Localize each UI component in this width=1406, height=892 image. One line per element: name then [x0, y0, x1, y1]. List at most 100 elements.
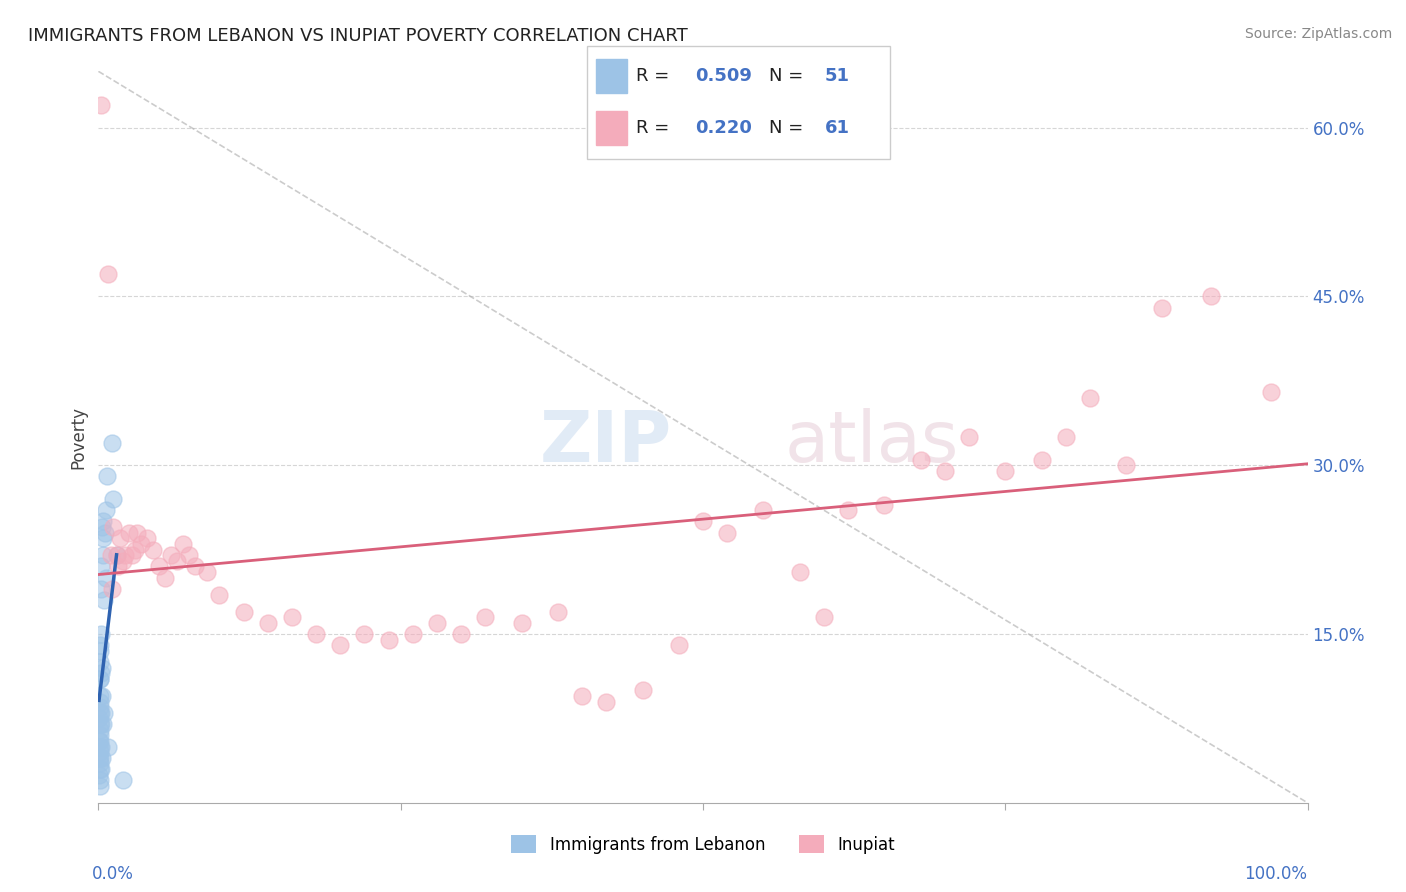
Point — [129, 537, 152, 551]
Point — [97, 739, 120, 754]
Point — [426, 615, 449, 630]
Point — [813, 610, 835, 624]
Point — [90, 762, 112, 776]
Point — [111, 773, 134, 788]
Text: R =: R = — [636, 67, 675, 85]
Point — [89, 739, 111, 754]
FancyBboxPatch shape — [586, 45, 890, 160]
Point — [402, 627, 425, 641]
Point — [114, 548, 136, 562]
Text: atlas: atlas — [785, 409, 959, 477]
Point — [571, 689, 593, 703]
Text: R =: R = — [636, 120, 675, 137]
Point — [994, 464, 1017, 478]
Point — [89, 756, 111, 771]
Point — [121, 548, 143, 562]
Point — [1078, 391, 1101, 405]
Point — [96, 571, 118, 585]
Point — [595, 694, 617, 708]
Point — [89, 717, 111, 731]
Point — [474, 610, 496, 624]
Point — [305, 627, 328, 641]
Point — [89, 751, 111, 765]
Point — [89, 779, 111, 793]
Point — [111, 554, 134, 568]
Point — [90, 717, 112, 731]
Point — [89, 711, 111, 725]
Point — [90, 582, 112, 596]
Point — [93, 515, 115, 529]
Point — [107, 559, 129, 574]
Point — [89, 655, 111, 669]
Point — [510, 615, 533, 630]
Point — [160, 548, 183, 562]
Point — [547, 605, 569, 619]
Point — [89, 638, 111, 652]
Point — [105, 548, 128, 562]
Point — [89, 672, 111, 686]
Point — [135, 532, 157, 546]
Point — [1031, 452, 1053, 467]
Point — [789, 565, 811, 579]
Bar — [596, 59, 627, 94]
Text: 0.220: 0.220 — [695, 120, 752, 137]
Point — [668, 638, 690, 652]
Point — [208, 588, 231, 602]
Point — [90, 627, 112, 641]
Point — [89, 694, 111, 708]
Point — [89, 751, 111, 765]
Point — [910, 452, 932, 467]
Point — [118, 525, 141, 540]
Point — [1115, 458, 1137, 473]
Text: 0.509: 0.509 — [695, 67, 752, 85]
Point — [91, 661, 114, 675]
Point — [101, 491, 124, 506]
Point — [89, 745, 111, 759]
Point — [89, 734, 111, 748]
Point — [89, 734, 111, 748]
Point — [89, 728, 111, 742]
Point — [256, 615, 278, 630]
Point — [89, 700, 111, 714]
Point — [89, 723, 111, 737]
Y-axis label: Poverty: Poverty — [69, 406, 87, 468]
Point — [89, 762, 111, 776]
Point — [90, 689, 112, 703]
Point — [281, 610, 304, 624]
Text: Source: ZipAtlas.com: Source: ZipAtlas.com — [1244, 27, 1392, 41]
Point — [353, 627, 375, 641]
Point — [91, 520, 114, 534]
Point — [716, 525, 738, 540]
Point — [89, 644, 111, 658]
Point — [1260, 385, 1282, 400]
Point — [873, 498, 896, 512]
Point — [127, 525, 149, 540]
Point — [195, 565, 218, 579]
Point — [450, 627, 472, 641]
Point — [91, 532, 114, 546]
Point — [692, 515, 714, 529]
Point — [89, 706, 111, 720]
Point — [184, 559, 207, 574]
Point — [90, 739, 112, 754]
Point — [91, 548, 114, 562]
Point — [90, 98, 112, 112]
Text: 0.0%: 0.0% — [93, 864, 134, 883]
Point — [101, 520, 124, 534]
Point — [96, 469, 118, 483]
Point — [1054, 430, 1077, 444]
Point — [957, 430, 980, 444]
Text: 100.0%: 100.0% — [1244, 864, 1308, 883]
Point — [142, 542, 165, 557]
Bar — [596, 111, 627, 145]
Text: ZIP: ZIP — [540, 409, 672, 477]
Point — [90, 559, 112, 574]
Point — [631, 683, 654, 698]
Point — [93, 593, 115, 607]
Point — [108, 532, 131, 546]
Point — [89, 689, 111, 703]
Point — [232, 605, 254, 619]
Point — [329, 638, 352, 652]
Point — [1199, 289, 1222, 303]
Point — [148, 559, 170, 574]
